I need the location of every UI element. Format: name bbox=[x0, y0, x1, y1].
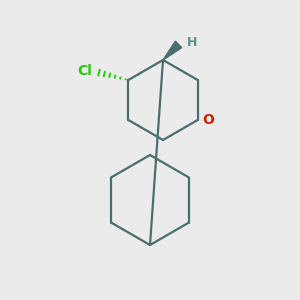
Text: Cl: Cl bbox=[77, 64, 92, 78]
Text: H: H bbox=[187, 36, 197, 49]
Polygon shape bbox=[163, 41, 182, 60]
Text: O: O bbox=[202, 113, 214, 127]
